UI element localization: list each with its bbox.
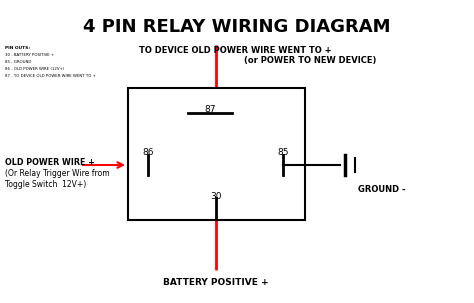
Text: (Or Relay Trigger Wire from: (Or Relay Trigger Wire from — [5, 169, 109, 178]
Text: 86: 86 — [142, 148, 154, 157]
Text: 4 PIN RELAY WIRING DIAGRAM: 4 PIN RELAY WIRING DIAGRAM — [83, 18, 391, 36]
Text: 87 - TO DEVICE OLD POWER WIRE WENT TO +: 87 - TO DEVICE OLD POWER WIRE WENT TO + — [5, 74, 96, 78]
Text: GROUND -: GROUND - — [358, 185, 406, 194]
Bar — [128, 88, 305, 220]
Text: 30 - BATTERY POSITIVE +: 30 - BATTERY POSITIVE + — [5, 53, 54, 57]
Text: PIN OUTS:: PIN OUTS: — [5, 46, 30, 50]
Text: (or POWER TO NEW DEVICE): (or POWER TO NEW DEVICE) — [244, 56, 376, 65]
Text: 30: 30 — [210, 192, 222, 201]
Text: OLD POWER WIRE +: OLD POWER WIRE + — [5, 158, 95, 167]
Text: Toggle Switch  12V+): Toggle Switch 12V+) — [5, 180, 86, 189]
Text: TO DEVICE OLD POWER WIRE WENT TO +: TO DEVICE OLD POWER WIRE WENT TO + — [139, 46, 331, 55]
Text: 86 - OLD POWER WIRE (12V+): 86 - OLD POWER WIRE (12V+) — [5, 67, 64, 71]
Text: 85: 85 — [277, 148, 289, 157]
Text: 87: 87 — [204, 105, 216, 114]
Text: 85 - GROUND: 85 - GROUND — [5, 60, 31, 64]
Text: BATTERY POSITIVE +: BATTERY POSITIVE + — [163, 278, 269, 287]
